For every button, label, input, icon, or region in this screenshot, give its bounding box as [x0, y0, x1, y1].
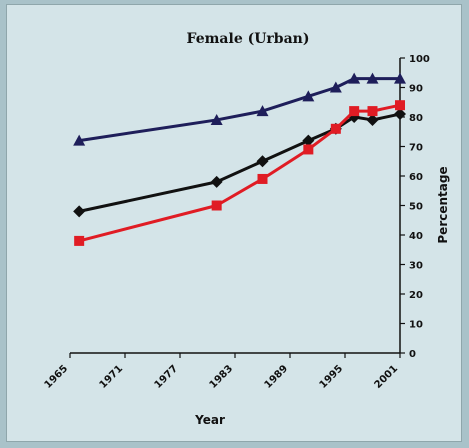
y-tick-label: 80 — [409, 113, 423, 124]
data-point-diamond — [256, 155, 269, 168]
data-point-square — [367, 106, 378, 117]
series-line — [78, 112, 401, 213]
data-point-triangle — [210, 113, 223, 125]
data-point-square — [303, 144, 314, 155]
series-2 — [73, 108, 406, 218]
data-point-diamond — [366, 113, 379, 126]
x-tick-label: 1989 — [263, 363, 290, 390]
data-point-diamond — [302, 134, 315, 147]
data-point-square — [257, 173, 268, 184]
y-tick-label: 60 — [409, 172, 423, 183]
data-point-square — [349, 106, 360, 117]
y-tick-label: 0 — [409, 349, 416, 360]
y-tick-label: 30 — [409, 261, 423, 272]
plot-area — [73, 72, 406, 246]
data-point-square — [395, 100, 405, 111]
data-point-triangle — [73, 134, 86, 146]
y-axis-title: Percentage — [436, 166, 450, 243]
chart-title: Female (Urban) — [187, 31, 310, 47]
x-axis-title: Year — [194, 413, 225, 427]
x-tick-label: 1983 — [208, 363, 235, 390]
data-point-triangle — [256, 105, 269, 117]
series-1 — [73, 72, 406, 146]
x-tick-label: 1971 — [98, 363, 125, 390]
y-tick-label: 10 — [409, 320, 423, 331]
x-tick-label: 1977 — [153, 363, 180, 390]
y-tick-label: 70 — [409, 143, 423, 154]
series-3 — [74, 100, 405, 246]
data-point-square — [74, 235, 85, 246]
y-tick-label: 40 — [409, 231, 423, 242]
chart-panel — [6, 4, 462, 442]
data-point-triangle — [366, 72, 379, 84]
data-point-square — [211, 200, 222, 211]
y-tick-label: 50 — [409, 202, 423, 213]
data-point-triangle — [394, 72, 406, 84]
data-point-diamond — [210, 175, 223, 188]
x-tick-label: 1965 — [43, 363, 70, 390]
data-point-diamond — [73, 205, 86, 218]
data-point-triangle — [302, 90, 315, 102]
data-point-triangle — [348, 72, 361, 84]
y-tick-label: 90 — [409, 84, 423, 95]
y-tick-label: 20 — [409, 290, 423, 301]
y-tick-label: 100 — [409, 54, 430, 65]
axes: 1965 1971 1977 1983 1989 1995 2001 0 10 20 30 40 50 6… — [43, 54, 430, 391]
data-point-square — [330, 123, 341, 134]
data-point-triangle — [329, 81, 342, 93]
data-point-diamond — [394, 108, 406, 121]
x-tick-label: 2001 — [373, 363, 400, 390]
x-tick-label: 1995 — [318, 363, 345, 390]
